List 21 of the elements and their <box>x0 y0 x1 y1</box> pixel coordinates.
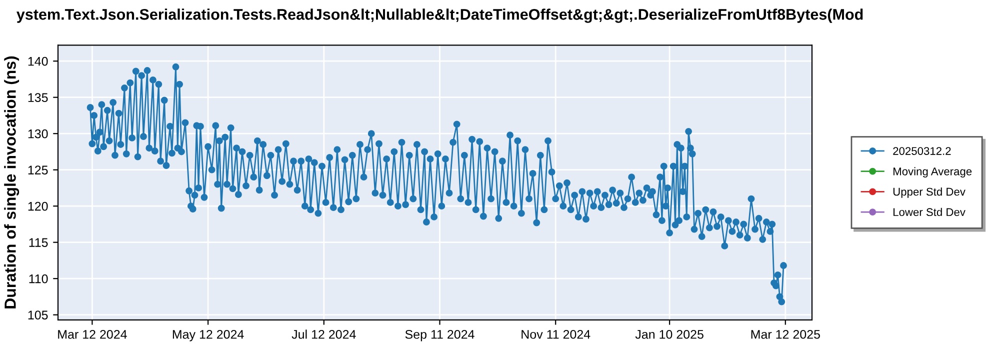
y-tick-label: 110 <box>29 274 48 284</box>
y-tick-label: 130 <box>28 129 48 138</box>
legend-label: 20250312.2 <box>893 147 951 155</box>
legend-label: Upper Std Dev <box>893 188 966 198</box>
y-tick-label: 105 <box>28 310 48 320</box>
x-tick-label: Nov 11 2024 <box>522 330 590 339</box>
x-tick-label: Mar 12 2025 <box>751 330 820 339</box>
legend-label: Lower Std Dev <box>894 208 966 216</box>
y-tick-label: 125 <box>28 166 48 174</box>
x-tick-label: Jul 12 2024 <box>292 330 356 339</box>
y-tick-label: 140 <box>28 56 48 66</box>
y-tick-label: 115 <box>29 238 48 247</box>
x-tick-label: Jan 10 2025 <box>635 330 704 339</box>
x-tick-label: Sep 11 2024 <box>405 330 474 342</box>
y-tick-label: 135 <box>28 93 48 102</box>
y-tick-label: 120 <box>28 202 48 211</box>
legend-label: Moving Average <box>894 167 972 178</box>
chart-title: ystem.Text.Json.Serialization.Tests.ReadJson&lt;Nullable&lt;DateTimeOffset&gt;&gt;.DeserializeFromUtf8Bytes(Mod <box>16 8 863 23</box>
x-tick-label: May 12 2024 <box>172 330 244 342</box>
x-tick-label: Mar 12 2024 <box>58 330 127 339</box>
y-axis-title: Duration of single invocation (ns) <box>4 56 20 308</box>
